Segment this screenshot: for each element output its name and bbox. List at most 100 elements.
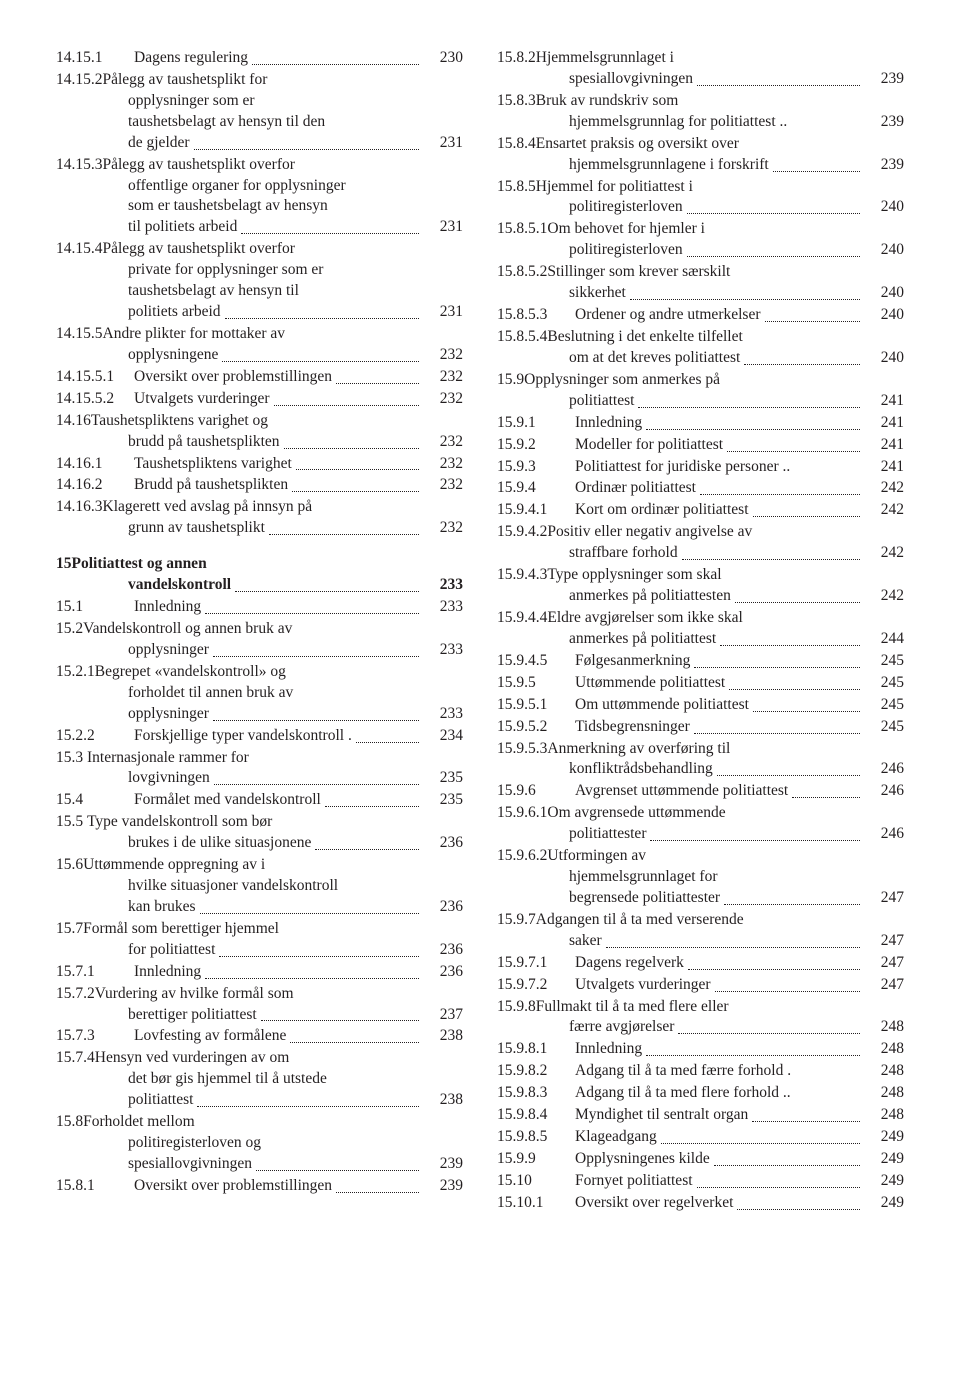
toc-leaders <box>606 936 860 948</box>
toc-line: forholdet til annen bruk av <box>56 683 463 704</box>
toc-entry: lovgivningen235 <box>56 768 463 789</box>
toc-label: færre avgjørelser <box>569 1017 674 1038</box>
toc-page-number: 238 <box>423 1090 463 1111</box>
toc-number: 15.8.2 <box>497 48 536 69</box>
toc-line: 14.15.3Pålegg av taushetsplikt overfor <box>56 155 463 176</box>
toc-leaders <box>205 602 419 614</box>
toc-page-number: 240 <box>864 283 904 304</box>
toc-label: Følgesanmerkning <box>575 651 690 672</box>
toc-label: Dagens regulering <box>134 48 248 69</box>
toc-label: Uttømmende oppregning av i <box>83 855 463 876</box>
toc-number: 15.8.4 <box>497 134 536 155</box>
toc-label: opplysninger som er <box>128 91 463 112</box>
toc-entry: 15.1Innledning233 <box>56 597 463 618</box>
toc-label: politiregisterloven <box>569 197 683 218</box>
toc-leaders <box>765 310 861 322</box>
toc-number: 14.15.1 <box>56 48 134 69</box>
toc-label: Innledning <box>575 413 642 434</box>
toc-label: hjemmelsgrunnlagene i forskrift <box>569 155 769 176</box>
toc-entry: 15.7.1Innledning236 <box>56 962 463 983</box>
toc-label: Om uttømmende politiattest <box>575 695 749 716</box>
toc-entry: 15.9.5.2Tidsbegrensninger245 <box>497 717 904 738</box>
toc-label: spesiallovgivningen <box>128 1154 252 1175</box>
toc-label: om at det kreves politiattest <box>569 348 740 369</box>
toc-label: Ordinær politiattest <box>575 478 696 499</box>
toc-label: Vurdering av hvilke formål som <box>95 984 463 1005</box>
toc-label: Utvalgets vurderinger <box>134 389 270 410</box>
toc-leaders <box>630 288 860 300</box>
toc-leaders <box>225 307 419 319</box>
toc-page-number: 233 <box>423 704 463 725</box>
toc-label: Politiattest for juridiske personer .. <box>575 457 790 478</box>
toc-number: 14.15.2 <box>56 70 103 91</box>
toc-page-number: 248 <box>864 1083 904 1104</box>
toc-entry: 14.15.1Dagens regulering230 <box>56 48 463 69</box>
toc-line: 14.15.2Pålegg av taushetsplikt for <box>56 70 463 91</box>
toc-entry: brukes i de ulike situasjonene236 <box>56 833 463 854</box>
toc-leaders <box>753 700 860 712</box>
toc-line: opplysninger som er <box>56 91 463 112</box>
toc-number: 15.9.8.4 <box>497 1105 575 1126</box>
toc-page-number: 239 <box>423 1176 463 1197</box>
toc-leaders <box>697 74 860 86</box>
toc-label: Formålet med vandelskontroll <box>134 790 321 811</box>
toc-page-number: 240 <box>864 197 904 218</box>
toc-label: Internasjonale rammer for <box>83 748 463 769</box>
toc-leaders <box>682 548 860 560</box>
toc-leaders <box>222 350 419 362</box>
toc-number: 15.10.1 <box>497 1193 575 1214</box>
toc-label: de gjelder <box>128 133 190 154</box>
toc-page-number: 239 <box>864 69 904 90</box>
toc-leaders <box>205 967 419 979</box>
toc-page-number: 233 <box>423 575 463 596</box>
toc-label: anmerkes på politiattesten <box>569 586 731 607</box>
toc-line: 15.2Vandelskontroll og annen bruk av <box>56 619 463 640</box>
toc-line: hjemmelsgrunnlaget for <box>497 867 904 888</box>
toc-label: Anmerkning av overføring til <box>547 739 904 760</box>
toc-entry: opplysninger233 <box>56 704 463 725</box>
toc-leaders <box>694 722 860 734</box>
toc-number: 15.9.6.2 <box>497 846 547 867</box>
toc-page-number: 242 <box>864 543 904 564</box>
toc-number: 15.9.8.1 <box>497 1039 575 1060</box>
toc-page-number: 231 <box>423 217 463 238</box>
toc-label: politiattester <box>569 824 646 845</box>
toc-page-number: 248 <box>864 1039 904 1060</box>
toc-leaders <box>646 1044 860 1056</box>
toc-line: 15.8.5.1Om behovet for hjemler i <box>497 219 904 240</box>
toc-page-number: 233 <box>423 640 463 661</box>
toc-page-number: 238 <box>423 1026 463 1047</box>
toc-entry: begrensede politiattester247 <box>497 888 904 909</box>
toc-page-number: 247 <box>864 931 904 952</box>
toc-number: 15.8 <box>56 1112 83 1133</box>
toc-entry: kan brukes236 <box>56 897 463 918</box>
toc-leaders <box>727 440 860 452</box>
toc-leaders <box>715 980 860 992</box>
toc-entry: hjemmelsgrunnlagene i forskrift239 <box>497 155 904 176</box>
toc-line: 14.15.5Andre plikter for mottaker av <box>56 324 463 345</box>
toc-number: 15.8.3 <box>497 91 536 112</box>
toc-label: Positiv eller negativ angivelse av <box>547 522 904 543</box>
toc-line: 15.6Uttømmende oppregning av i <box>56 855 463 876</box>
toc-number: 15.9.2 <box>497 435 575 456</box>
toc-line: som er taushetsbelagt av hensyn <box>56 196 463 217</box>
toc-entry: til politiets arbeid231 <box>56 217 463 238</box>
toc-leaders <box>194 138 419 150</box>
toc-label: offentlige organer for opplysninger <box>128 176 463 197</box>
toc-leaders <box>714 1154 860 1166</box>
toc-line: 15.9.6.2Utformingen av <box>497 846 904 867</box>
toc-number: 15.8.5.2 <box>497 262 547 283</box>
toc-number: 15.9.5.3 <box>497 739 547 760</box>
toc-leaders <box>256 1159 419 1171</box>
toc-column-left: 14.15.1Dagens regulering23014.15.2Pålegg… <box>56 48 463 1215</box>
toc-number: 15.6 <box>56 855 83 876</box>
toc-entry: 15.9.7.1Dagens regelverk247 <box>497 953 904 974</box>
toc-entry: om at det kreves politiattest240 <box>497 348 904 369</box>
toc-page-number: 234 <box>423 726 463 747</box>
toc-entry: straffbare forhold242 <box>497 543 904 564</box>
toc-page-number: 239 <box>423 1154 463 1175</box>
toc-leaders <box>697 1176 860 1188</box>
toc-page-number: 249 <box>864 1127 904 1148</box>
toc-page-number: 232 <box>423 367 463 388</box>
toc-number: 15.9.7.2 <box>497 975 575 996</box>
